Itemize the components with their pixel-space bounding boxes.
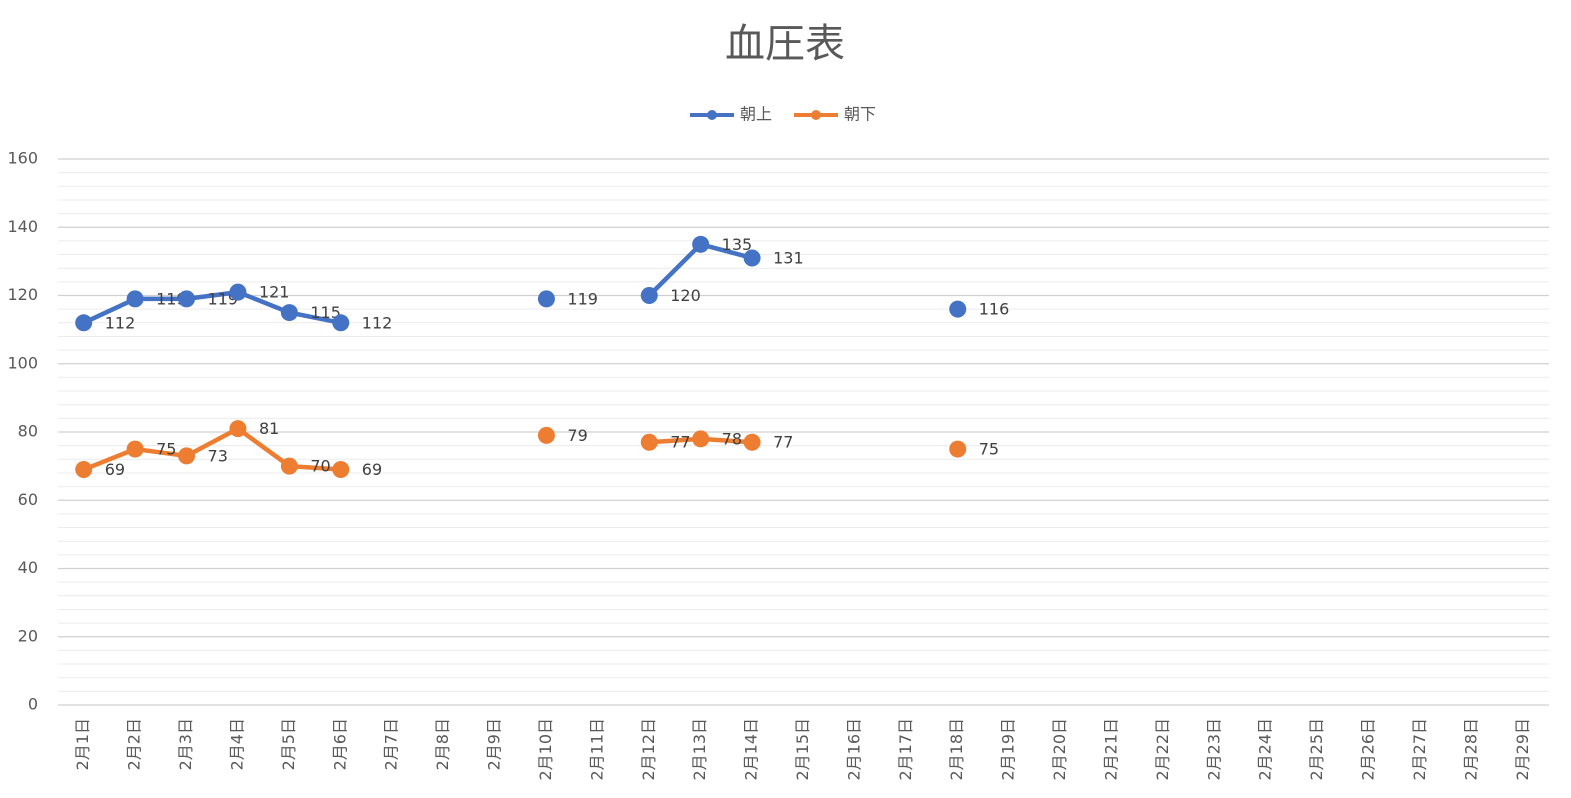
data-label: 79 (567, 426, 587, 445)
data-label: 73 (208, 446, 228, 465)
x-tick-label: 2月14日 (742, 718, 761, 781)
x-tick-label: 2月13日 (690, 718, 709, 781)
marker (178, 447, 196, 465)
y-tick-label: 160 (7, 149, 38, 168)
series-line (84, 244, 958, 322)
x-tick-label: 2月19日 (999, 718, 1018, 781)
x-tick-label: 2月6日 (330, 718, 349, 770)
x-tick-label: 2月20日 (1050, 718, 1069, 781)
legend-label: 朝下 (844, 105, 876, 124)
marker (229, 420, 247, 438)
data-label: 70 (310, 457, 330, 476)
marker (743, 433, 761, 451)
marker (537, 426, 555, 444)
x-tick-label: 2月27日 (1410, 718, 1429, 781)
marker (332, 461, 350, 479)
marker (280, 304, 298, 322)
marker (229, 283, 247, 301)
marker (126, 440, 144, 458)
marker (692, 430, 710, 448)
marker (949, 440, 967, 458)
marker (640, 433, 658, 451)
marker (332, 314, 350, 332)
data-label: 115 (310, 303, 341, 322)
x-tick-label: 2月2日 (125, 718, 144, 770)
x-tick-label: 2月21日 (1101, 718, 1120, 781)
x-tick-label: 2月15日 (793, 718, 812, 781)
x-tick-label: 2月11日 (587, 718, 606, 781)
marker (126, 290, 144, 308)
legend-marker (811, 110, 821, 120)
marker (75, 314, 93, 332)
x-tick-label: 2月16日 (844, 718, 863, 781)
legend-marker (707, 110, 717, 120)
data-label: 77 (773, 433, 793, 452)
data-label: 120 (670, 286, 701, 305)
y-tick-label: 100 (7, 353, 38, 372)
data-label: 119 (156, 289, 187, 308)
x-tick-label: 2月25日 (1307, 718, 1326, 781)
x-tick-label: 2月26日 (1359, 718, 1378, 781)
data-label: 78 (722, 429, 742, 448)
marker (75, 461, 93, 479)
data-label: 75 (156, 440, 176, 459)
data-label: 112 (362, 313, 393, 332)
marker (178, 290, 196, 308)
x-tick-label: 2月29日 (1513, 718, 1532, 781)
data-label: 135 (722, 235, 753, 254)
chart-title: 血圧表 (725, 21, 845, 67)
marker (640, 287, 658, 304)
data-label: 121 (259, 283, 290, 302)
y-tick-label: 60 (18, 490, 38, 509)
data-label: 77 (670, 433, 690, 452)
x-tick-label: 2月12日 (639, 718, 658, 781)
x-tick-label: 2月28日 (1461, 718, 1480, 781)
data-label: 131 (773, 248, 804, 267)
marker (280, 457, 298, 475)
data-label: 69 (105, 460, 125, 479)
y-tick-label: 40 (18, 558, 38, 577)
x-tick-label: 2月7日 (382, 718, 401, 770)
data-label: 112 (105, 313, 136, 332)
marker (692, 235, 710, 253)
x-tick-label: 2月8日 (433, 718, 452, 770)
data-label: 69 (362, 460, 382, 479)
x-tick-label: 2月1日 (73, 718, 92, 770)
marker (743, 249, 761, 267)
x-tick-label: 2月22日 (1153, 718, 1172, 781)
marker (949, 300, 967, 318)
data-label: 116 (979, 300, 1010, 319)
data-label: 75 (979, 440, 999, 459)
legend-label: 朝上 (740, 105, 772, 124)
x-tick-label: 2月24日 (1256, 718, 1275, 781)
x-tick-label: 2月9日 (485, 718, 504, 770)
x-tick-label: 2月4日 (227, 718, 246, 770)
x-tick-label: 2月23日 (1204, 718, 1223, 781)
x-tick-label: 2月17日 (896, 718, 915, 781)
marker (537, 290, 555, 308)
x-tick-label: 2月3日 (176, 718, 195, 770)
y-tick-label: 120 (7, 285, 38, 304)
x-tick-label: 2月5日 (279, 718, 298, 770)
x-tick-label: 2月18日 (947, 718, 966, 781)
y-tick-label: 140 (7, 217, 38, 236)
data-label: 119 (567, 289, 598, 308)
data-label: 81 (259, 419, 279, 438)
y-tick-label: 20 (18, 626, 38, 645)
x-tick-label: 2月10日 (536, 718, 555, 781)
y-tick-label: 0 (28, 695, 38, 714)
y-tick-label: 80 (18, 422, 38, 441)
